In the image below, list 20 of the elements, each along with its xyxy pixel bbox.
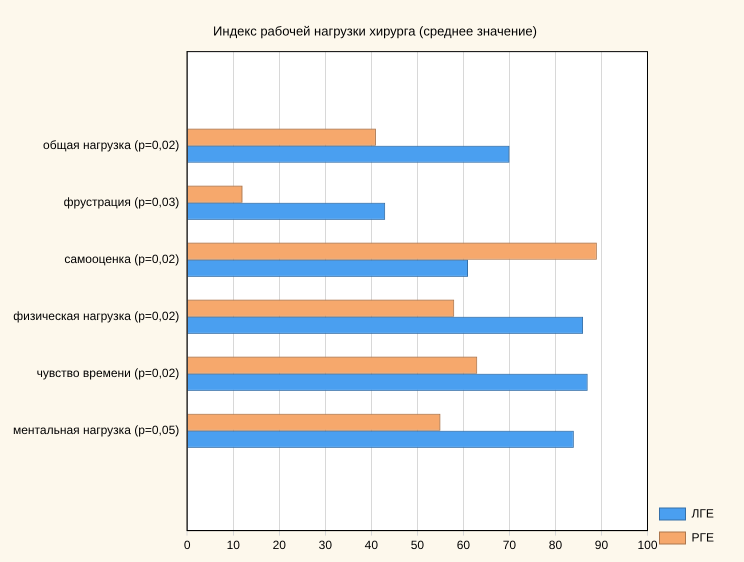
x-tick-label: 60 <box>456 538 470 552</box>
legend-label: ЛГЕ <box>691 506 714 520</box>
y-tick-label: физическая нагрузка (p=0,02) <box>13 309 180 324</box>
y-tick-label: общая нагрузка (p=0,02) <box>43 138 180 152</box>
x-tick-label: 90 <box>594 538 608 552</box>
y-tick-label: ментальная нагрузка (p=0,05) <box>12 423 180 438</box>
x-tick-label: 30 <box>318 538 332 552</box>
chart-title: Индекс рабочей нагрузки хирурга (среднее значение) <box>213 23 537 38</box>
y-tick-label: самооценка (p=0,02) <box>64 252 180 266</box>
legend-label: РГЕ <box>691 530 714 544</box>
y-tick-label: фрустрация (p=0,03) <box>64 195 180 210</box>
x-tick-label: 100 <box>637 538 658 552</box>
x-tick-label: 20 <box>272 538 286 552</box>
x-tick-label: 0 <box>184 538 191 552</box>
x-tick-label: 80 <box>548 538 562 552</box>
x-tick-label: 40 <box>364 538 378 552</box>
x-tick-label: 50 <box>410 538 424 552</box>
x-tick-label: 10 <box>226 538 240 552</box>
y-tick-label: чувство времени (p=0,02) <box>36 366 180 380</box>
x-tick-label: 70 <box>502 538 516 552</box>
